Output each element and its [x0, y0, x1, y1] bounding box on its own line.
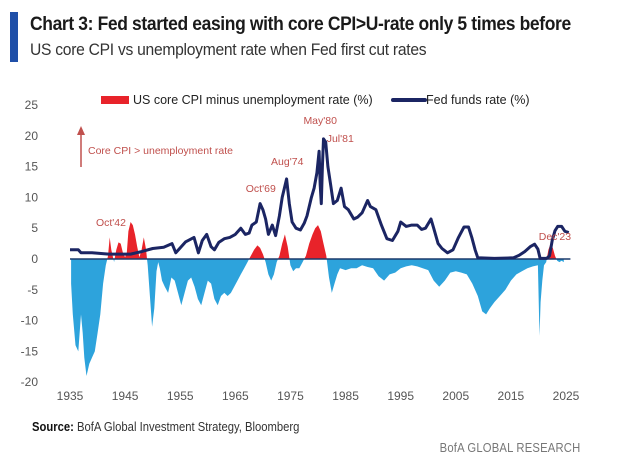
positive-area-segment: [278, 234, 290, 259]
y-tick-label: -5: [27, 283, 38, 297]
y-tick-label: 25: [25, 98, 39, 112]
x-tick-label: 1945: [112, 389, 139, 403]
chart-title: Chart 3: Fed started easing with core CP…: [30, 14, 571, 35]
x-tick-label: 1965: [222, 389, 249, 403]
y-tick-label: -15: [21, 344, 39, 358]
source-text: BofA Global Investment Strategy, Bloombe…: [77, 420, 300, 434]
title-accent-bar: [10, 12, 18, 62]
x-tick-label: 2005: [442, 389, 469, 403]
y-axis-ticks: 25 20 15 10 5 0 -5 -10 -15 -20: [21, 98, 39, 389]
x-tick-label: 1975: [277, 389, 304, 403]
negative-area-segment: [113, 259, 115, 263]
positive-area-segment: [249, 245, 265, 259]
annotation-label: Aug'74: [271, 156, 304, 168]
negative-area-segment: [147, 259, 250, 327]
y-tick-label: 5: [31, 221, 38, 235]
source-note: Source: BofA Global Investment Strategy,…: [32, 420, 299, 434]
positive-area-segment: [107, 237, 114, 259]
x-axis-ticks: 1935 1945 1955 1965 1975 1985 1995 2005 2015 2025: [57, 389, 580, 403]
positive-area-segment: [114, 222, 147, 259]
x-tick-label: 2015: [498, 389, 525, 403]
annotation-label: Jul'81: [327, 133, 354, 145]
date-annotations: Oct'42 Oct'69 Aug'74 May'80 Jul'81 Dec'23: [96, 115, 571, 243]
brand-label: BofA GLOBAL RESEARCH: [439, 441, 580, 455]
positive-area-segment: [304, 225, 327, 259]
cpi-minus-unemployment-areas: [71, 222, 564, 376]
arrowhead-icon: [77, 126, 85, 135]
legend-label-fed-funds: Fed funds rate (%): [426, 93, 530, 107]
legend-label-cpi-minus-unemployment: US core CPI minus unemployment rate (%): [133, 93, 373, 107]
y-tick-label: 20: [25, 129, 39, 143]
chart-subtitle: US core CPI vs unemployment rate when Fe…: [30, 40, 427, 59]
annotation-core-cpi-gt-unemployment: Core CPI > unemployment rate: [88, 145, 233, 157]
y-tick-label: 15: [25, 160, 39, 174]
negative-area-segment: [264, 259, 278, 281]
negative-area-segment: [556, 259, 564, 263]
x-tick-label: 2025: [553, 389, 580, 403]
y-tick-label: -10: [21, 314, 39, 328]
y-tick-label: 0: [31, 252, 38, 266]
y-tick-label: -20: [21, 375, 39, 389]
annotation-label: Oct'69: [246, 183, 276, 195]
source-label: Source:: [32, 420, 74, 434]
fed-funds-line: [70, 137, 570, 260]
x-tick-label: 1985: [332, 389, 359, 403]
negative-area-segment: [289, 259, 305, 272]
annotation-label: Oct'42: [96, 217, 126, 229]
x-tick-label: 1955: [167, 389, 194, 403]
annotation-label: May'80: [303, 115, 337, 127]
x-tick-label: 1935: [57, 389, 84, 403]
negative-area-segment: [326, 259, 547, 336]
legend-swatch-cpi-minus-unemployment: [101, 96, 129, 104]
x-tick-label: 1995: [387, 389, 414, 403]
y-tick-label: 10: [25, 190, 39, 204]
annotation-label: Dec'23: [539, 231, 572, 243]
negative-area-segment: [71, 259, 108, 376]
